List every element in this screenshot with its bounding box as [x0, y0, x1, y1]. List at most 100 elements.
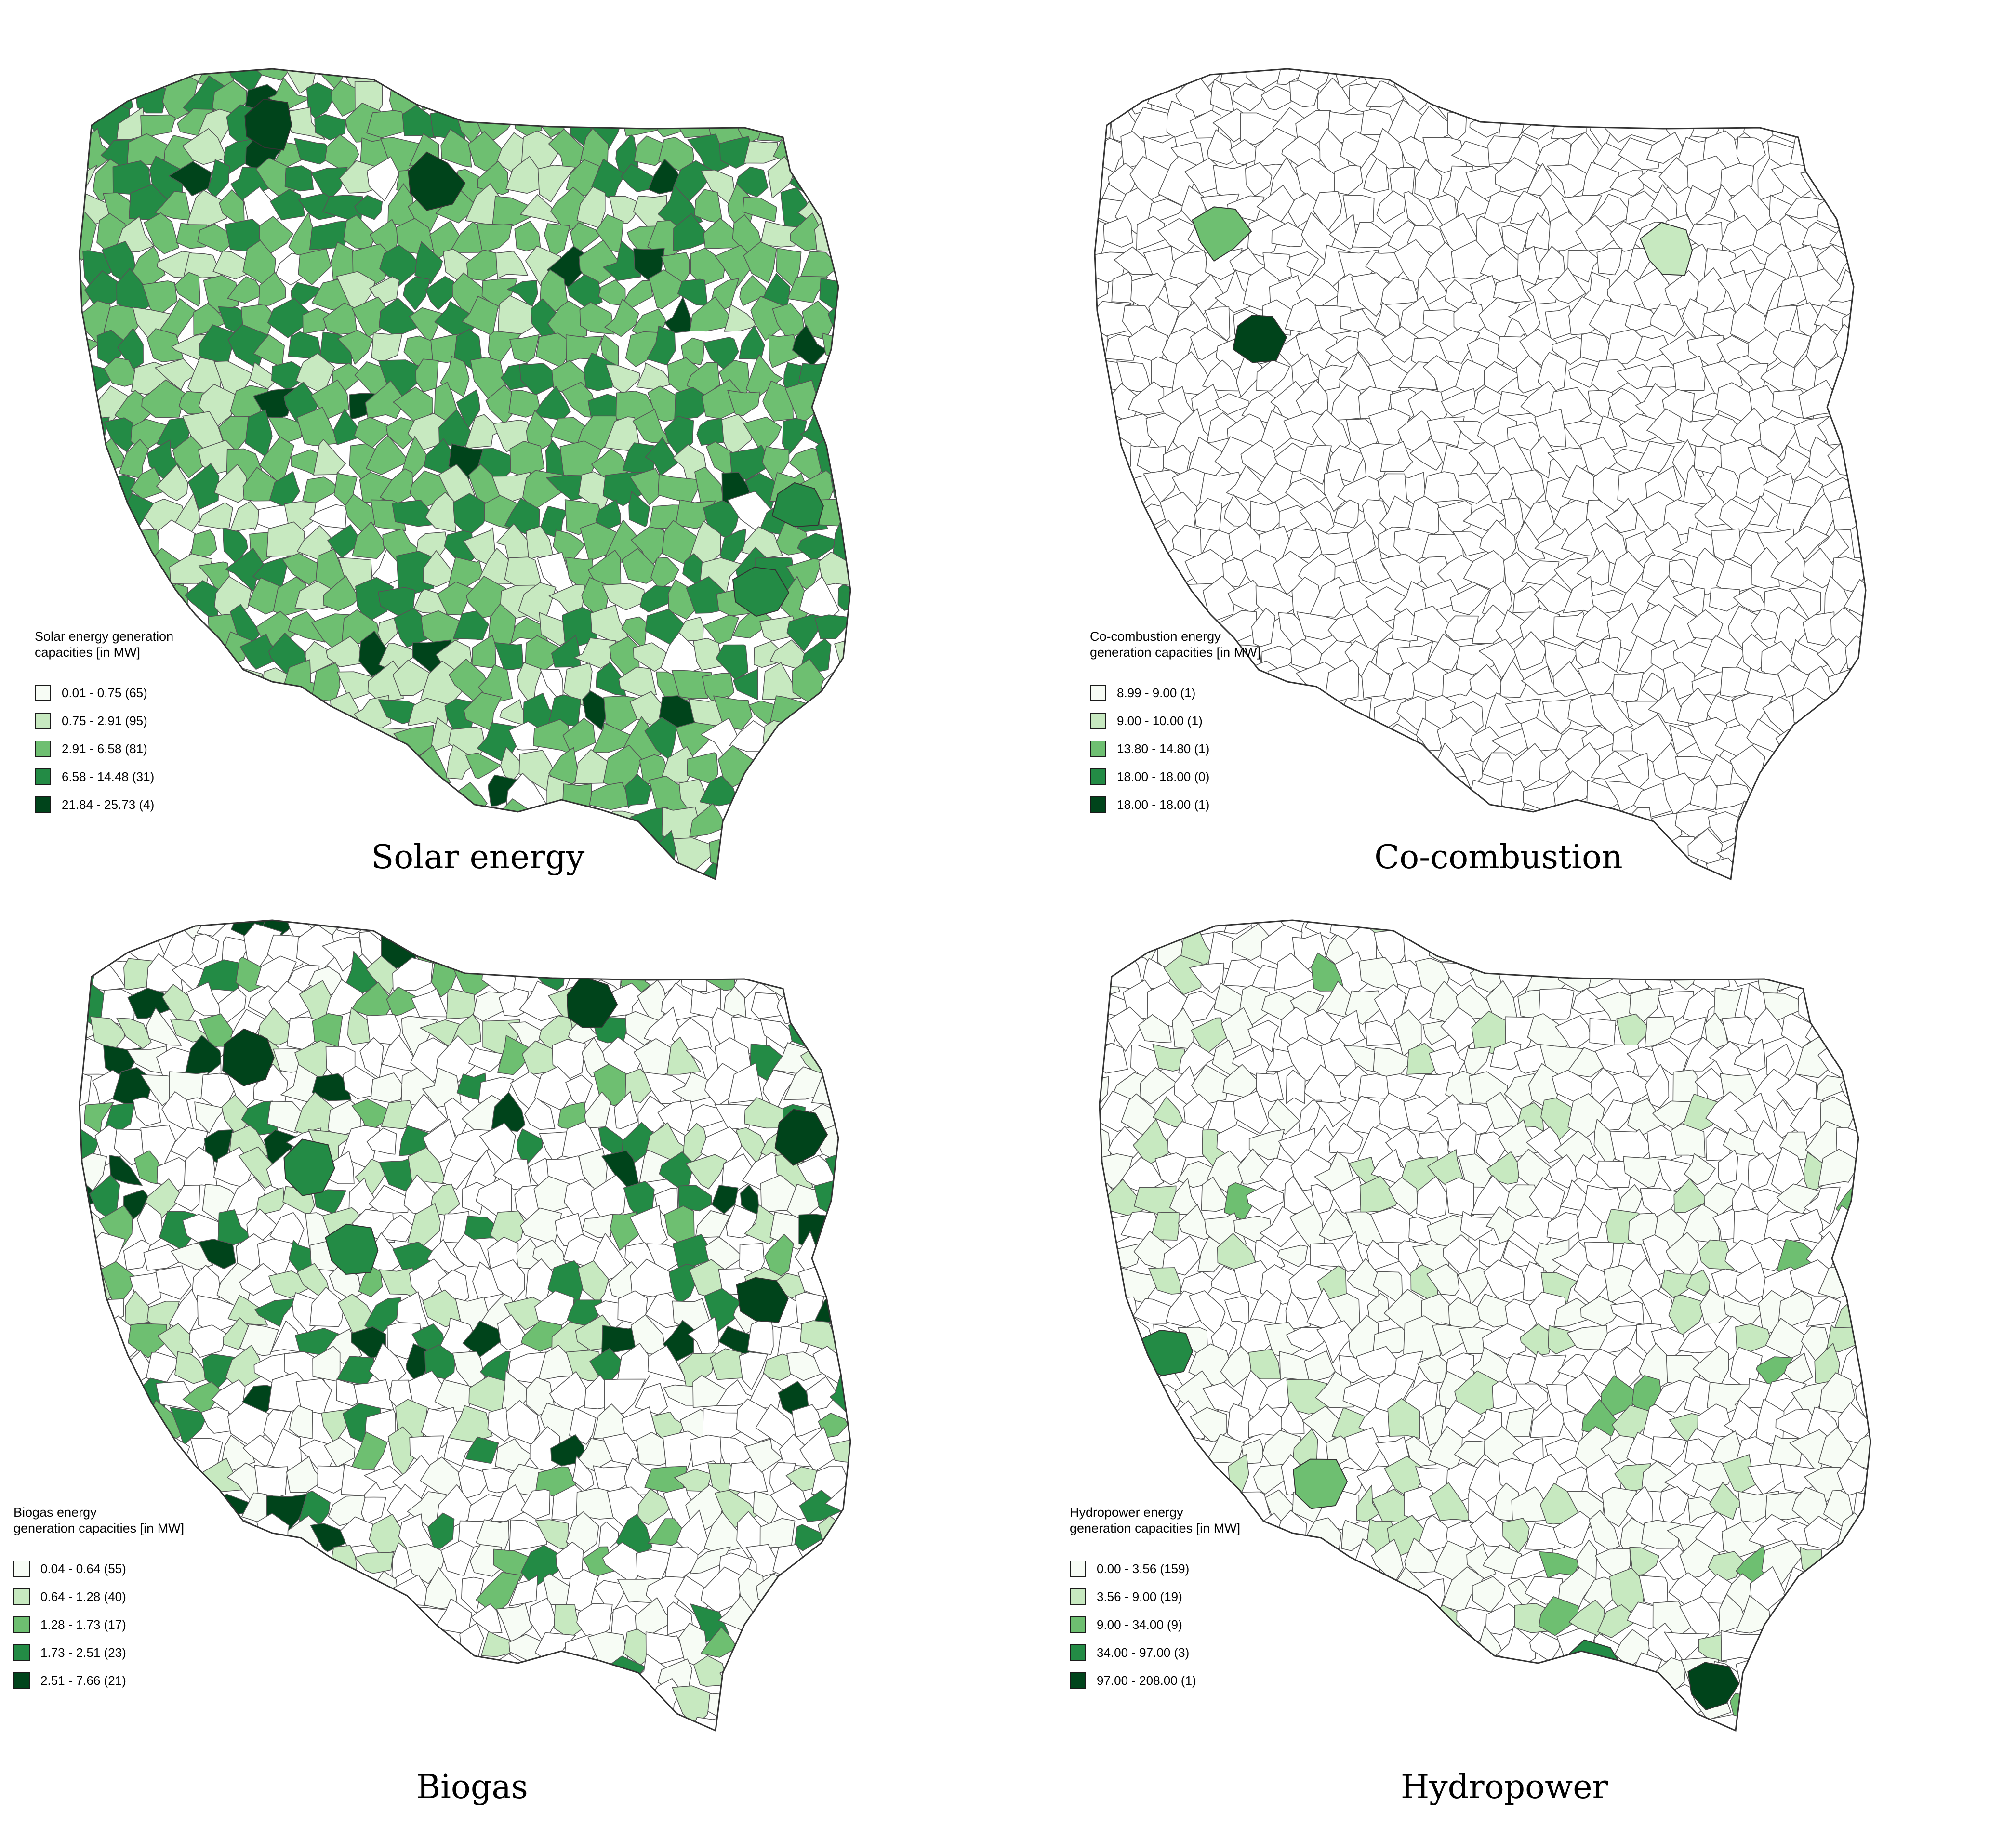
district: [1517, 990, 1541, 1020]
district: [328, 1545, 358, 1579]
district: [566, 1511, 599, 1554]
district: [190, 529, 217, 560]
district: [690, 988, 721, 1018]
district: [1210, 79, 1235, 113]
district: [1755, 1399, 1785, 1445]
district: [729, 444, 772, 480]
legend-item: 0.64 - 1.28 (40): [13, 1583, 264, 1611]
cocombustion-panel: Co-combustion energy generation capaciti…: [1008, 0, 2016, 913]
country-border: [79, 68, 851, 881]
district: [284, 165, 314, 192]
highlighted-district: [544, 69, 597, 95]
highlighted-district: [1640, 222, 1693, 276]
district: [156, 464, 188, 501]
legend-swatch: [35, 796, 51, 813]
legend-title: Solar energy generation capacities [in M…: [35, 629, 285, 661]
district: [199, 1013, 236, 1049]
legend-swatch: [1070, 1672, 1086, 1689]
district: [618, 666, 657, 697]
district: [471, 635, 496, 669]
district: [169, 553, 213, 587]
district: [1202, 359, 1243, 392]
legend-label: 0.75 - 2.91 (95): [62, 713, 147, 728]
district: [182, 128, 227, 165]
district: [1261, 991, 1295, 1020]
district: [1748, 1007, 1786, 1045]
legend-label: 8.99 - 9.00 (1): [1117, 685, 1196, 700]
district: [742, 197, 777, 223]
district: [1641, 1520, 1681, 1549]
district: [1355, 547, 1393, 585]
district: [1233, 1090, 1269, 1134]
legend-swatch: [1070, 1588, 1086, 1605]
district: [1610, 1301, 1645, 1325]
district: [630, 1258, 676, 1297]
district: [1817, 189, 1854, 229]
district: [127, 988, 171, 1019]
district: [80, 106, 93, 149]
district: [1319, 1208, 1355, 1241]
district: [1100, 435, 1132, 473]
district: [557, 1101, 588, 1130]
district: [191, 933, 219, 966]
district: [406, 1094, 448, 1133]
district: [739, 275, 768, 306]
district: [1853, 1492, 1870, 1533]
district: [535, 101, 565, 138]
district: [1351, 222, 1394, 248]
district: [1095, 276, 1109, 304]
legend-title-line: Hydropower energy: [1070, 1505, 1183, 1520]
district: [218, 988, 247, 1023]
district: [1802, 611, 1835, 647]
district: [155, 1265, 192, 1300]
district: [411, 988, 449, 1018]
district: [743, 140, 781, 164]
district: [589, 781, 633, 810]
district: [1563, 576, 1600, 616]
legend-item: 0.01 - 0.75 (65): [35, 679, 285, 707]
district: [186, 981, 225, 1017]
district: [628, 491, 650, 527]
district: [1138, 1014, 1172, 1043]
solar-panel: Solar energy generation capacities [in M…: [0, 0, 1008, 913]
district: [1162, 1235, 1200, 1276]
district: [1526, 1126, 1566, 1164]
district: [1111, 272, 1134, 305]
district: [453, 610, 489, 641]
highlighted-district: [774, 1109, 828, 1166]
district: [253, 69, 290, 81]
district: [1444, 615, 1479, 641]
district: [1780, 1464, 1819, 1494]
district: [104, 357, 140, 387]
legend-item: 0.75 - 2.91 (95): [35, 707, 285, 735]
district: [1125, 935, 1158, 963]
district: [1733, 965, 1763, 987]
district: [770, 1483, 811, 1520]
district: [1409, 437, 1443, 471]
district: [537, 164, 576, 202]
highlighted-district: [1192, 206, 1252, 262]
legend-label: 3.56 - 9.00 (19): [1097, 1589, 1182, 1604]
district: [508, 390, 542, 418]
district: [647, 1345, 688, 1383]
district: [270, 188, 306, 221]
country-border: [1094, 68, 1867, 881]
legend-label: 34.00 - 97.00 (3): [1097, 1645, 1190, 1660]
district: [1669, 1016, 1707, 1046]
legend-item: 0.04 - 0.64 (55): [13, 1555, 264, 1583]
district: [80, 165, 98, 201]
district: [1715, 783, 1753, 810]
district: [1521, 665, 1565, 696]
district: [109, 1155, 143, 1186]
district: [349, 393, 375, 420]
district: [1499, 660, 1526, 698]
country-border: [79, 919, 851, 1732]
district: [757, 951, 790, 999]
district: [365, 435, 410, 475]
district: [562, 783, 592, 813]
district: [491, 1092, 526, 1132]
district: [1286, 1379, 1329, 1415]
district: [1709, 587, 1740, 612]
district: [1317, 364, 1348, 393]
district: [584, 1091, 611, 1128]
